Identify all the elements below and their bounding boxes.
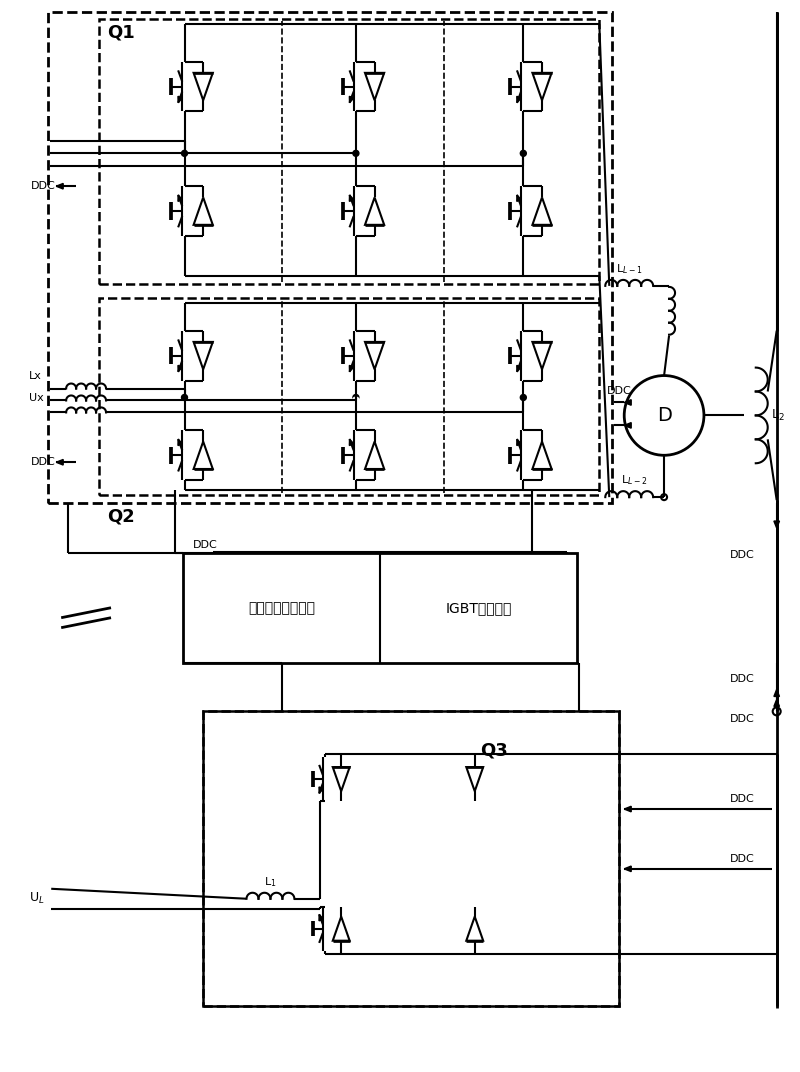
Polygon shape	[178, 440, 182, 446]
Text: DDC: DDC	[31, 458, 56, 467]
Bar	[202, 712, 619, 1007]
Polygon shape	[350, 366, 354, 372]
Text: DDC: DDC	[730, 714, 754, 725]
Polygon shape	[194, 442, 213, 468]
Text: DDC: DDC	[730, 854, 754, 864]
Circle shape	[182, 150, 187, 157]
Polygon shape	[533, 442, 551, 468]
Bar	[48, 12, 612, 503]
Text: Ux: Ux	[30, 393, 44, 403]
Circle shape	[353, 394, 359, 401]
Polygon shape	[365, 197, 384, 225]
Bar	[182, 553, 578, 662]
Polygon shape	[517, 195, 522, 202]
Polygon shape	[350, 96, 354, 103]
Text: Q2: Q2	[107, 507, 134, 525]
Text: U$_L$: U$_L$	[30, 891, 45, 906]
Polygon shape	[624, 806, 631, 812]
Circle shape	[520, 394, 526, 401]
Polygon shape	[56, 183, 63, 189]
Text: Lx: Lx	[30, 371, 42, 381]
Polygon shape	[466, 768, 483, 791]
Text: DDC: DDC	[607, 386, 632, 396]
Text: DDC: DDC	[730, 794, 754, 804]
Polygon shape	[350, 195, 354, 202]
Polygon shape	[624, 866, 631, 872]
Polygon shape	[333, 768, 350, 791]
Circle shape	[520, 410, 526, 416]
Circle shape	[353, 398, 359, 403]
Polygon shape	[56, 460, 63, 465]
Polygon shape	[365, 73, 384, 101]
Text: D: D	[657, 406, 671, 425]
Polygon shape	[319, 914, 323, 921]
Polygon shape	[533, 342, 551, 370]
Polygon shape	[624, 400, 631, 405]
Polygon shape	[365, 342, 384, 370]
Polygon shape	[194, 197, 213, 225]
Polygon shape	[774, 699, 779, 706]
Text: 直流传动数字电路: 直流传动数字电路	[248, 600, 315, 614]
Polygon shape	[178, 195, 182, 202]
Text: Q1: Q1	[107, 24, 134, 42]
Text: L$_{L-1}$: L$_{L-1}$	[616, 263, 642, 276]
Polygon shape	[194, 342, 213, 370]
Text: L$_2$: L$_2$	[770, 407, 785, 423]
Polygon shape	[533, 197, 551, 225]
Bar	[202, 712, 619, 1007]
Polygon shape	[517, 440, 522, 446]
Circle shape	[520, 150, 526, 157]
Polygon shape	[350, 440, 354, 446]
Polygon shape	[517, 366, 522, 372]
Bar	[99, 19, 599, 284]
Text: Q3: Q3	[480, 741, 507, 759]
Circle shape	[353, 150, 359, 157]
Polygon shape	[333, 917, 350, 941]
Polygon shape	[194, 73, 213, 101]
Polygon shape	[517, 96, 522, 103]
Text: DDC: DDC	[730, 674, 754, 685]
Bar	[99, 298, 599, 495]
Circle shape	[182, 394, 187, 401]
Polygon shape	[774, 521, 779, 528]
Polygon shape	[319, 787, 323, 793]
Text: L$_1$: L$_1$	[264, 875, 277, 889]
Polygon shape	[774, 689, 779, 697]
Text: DDC: DDC	[730, 550, 754, 560]
Polygon shape	[533, 73, 551, 101]
Polygon shape	[466, 917, 483, 941]
Polygon shape	[365, 442, 384, 468]
Polygon shape	[178, 96, 182, 103]
Text: L$_{L-2}$: L$_{L-2}$	[621, 474, 647, 487]
Text: IGBT驱动电路: IGBT驱动电路	[446, 600, 512, 614]
Circle shape	[182, 386, 187, 391]
Text: DDC: DDC	[31, 181, 56, 191]
Polygon shape	[624, 422, 631, 428]
Text: DDC: DDC	[193, 540, 218, 550]
Polygon shape	[178, 366, 182, 372]
